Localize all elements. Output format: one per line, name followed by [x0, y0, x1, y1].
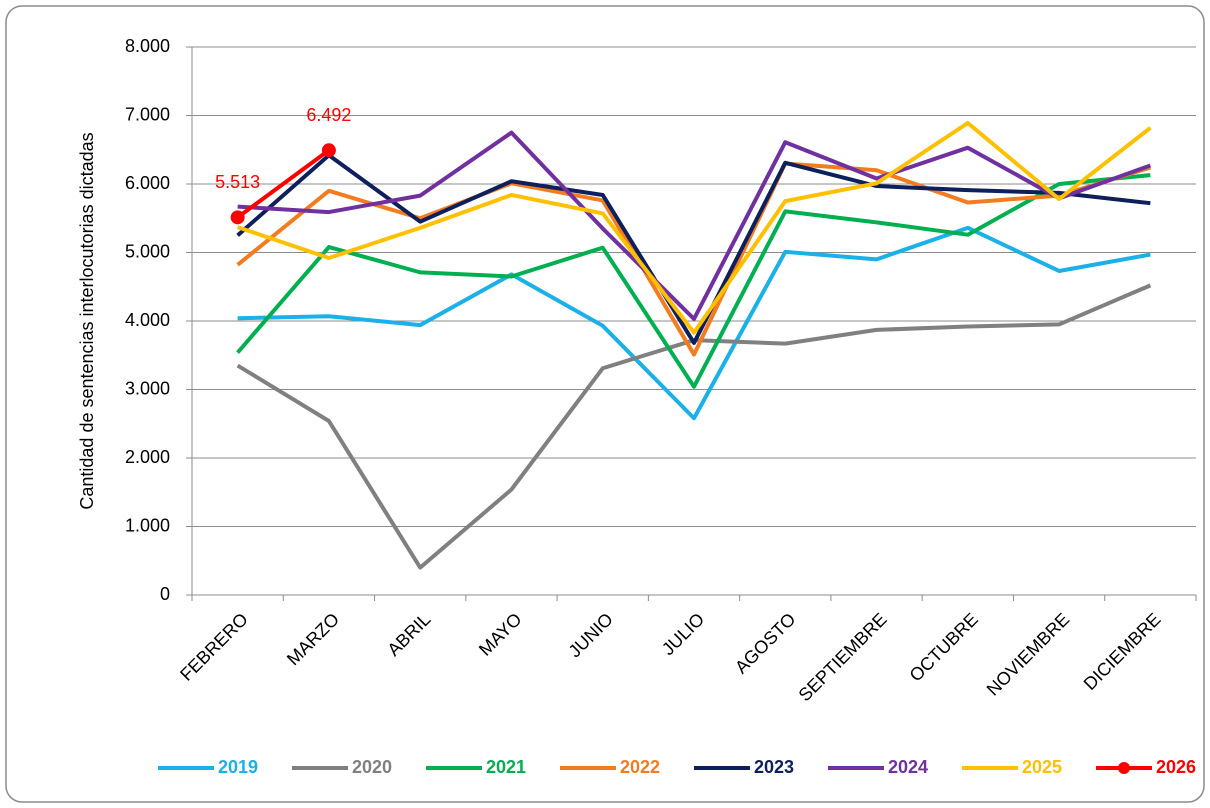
y-tick-label: 5.000: [125, 241, 170, 261]
y-tick-label: 0: [160, 584, 170, 604]
legend-label: 2025: [1022, 757, 1062, 777]
legend-label: 2024: [888, 757, 928, 777]
y-tick-label: 1.000: [125, 515, 170, 535]
legend-label: 2019: [218, 757, 258, 777]
y-tick-label: 6.000: [125, 173, 170, 193]
point-marker: [321, 143, 336, 158]
y-axis-label: Cantidad de sentencias interlocutorias d…: [77, 132, 97, 509]
y-tick-label: 4.000: [125, 310, 170, 330]
series-line: [236, 173, 1151, 389]
data-label: 6.492: [306, 105, 351, 125]
legend-label: 2022: [620, 757, 660, 777]
legend-label: 2020: [352, 757, 392, 777]
y-tick-label: 7.000: [125, 104, 170, 124]
series-line: [237, 130, 1152, 321]
point-marker: [230, 210, 245, 225]
legend-label: 2026: [1156, 757, 1196, 777]
legend-label: 2023: [754, 757, 794, 777]
legend-marker: [1118, 762, 1130, 774]
series-line: [237, 225, 1151, 421]
series-line: [236, 161, 1151, 357]
data-label: 5.513: [215, 172, 260, 192]
legend-label: 2021: [486, 757, 526, 777]
chart-border: [5, 5, 1205, 803]
y-tick-label: 3.000: [125, 378, 170, 398]
y-tick-label: 8.000: [125, 36, 170, 56]
y-tick-label: 2.000: [125, 447, 170, 467]
series-line: [236, 121, 1152, 335]
series-line: [236, 148, 331, 219]
